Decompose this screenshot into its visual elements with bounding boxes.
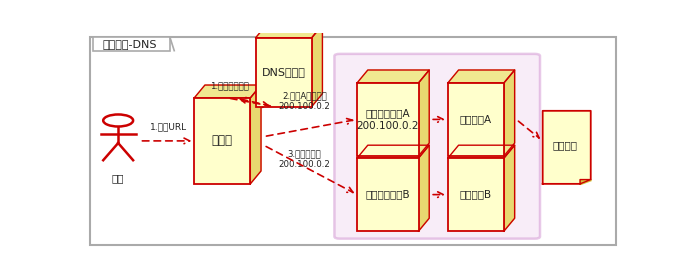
FancyBboxPatch shape bbox=[448, 83, 504, 156]
Polygon shape bbox=[194, 85, 261, 98]
Polygon shape bbox=[504, 145, 515, 231]
Text: 1.请求域名解析: 1.请求域名解析 bbox=[209, 82, 249, 91]
FancyBboxPatch shape bbox=[256, 38, 311, 107]
Text: DNS服务器: DNS服务器 bbox=[262, 67, 306, 77]
Polygon shape bbox=[448, 70, 515, 83]
Polygon shape bbox=[256, 25, 322, 38]
Text: 用户: 用户 bbox=[112, 174, 125, 184]
Text: 1.输入URL: 1.输入URL bbox=[150, 122, 187, 131]
Polygon shape bbox=[418, 145, 429, 231]
Text: 浏览器: 浏览器 bbox=[212, 134, 233, 147]
Text: 负载均衡设备B: 负载均衡设备B bbox=[365, 190, 410, 199]
Polygon shape bbox=[357, 70, 429, 83]
Polygon shape bbox=[250, 85, 261, 184]
Polygon shape bbox=[543, 111, 590, 184]
Polygon shape bbox=[311, 25, 322, 107]
Text: 应用集群B: 应用集群B bbox=[460, 190, 492, 199]
Polygon shape bbox=[580, 180, 590, 184]
Text: 负载均衡-DNS: 负载均衡-DNS bbox=[103, 39, 157, 49]
Polygon shape bbox=[504, 70, 515, 156]
FancyBboxPatch shape bbox=[194, 98, 250, 184]
Text: 应用集群A: 应用集群A bbox=[460, 114, 492, 124]
Text: 负载均衡设备A
200.100.0.2: 负载均衡设备A 200.100.0.2 bbox=[357, 108, 419, 131]
FancyBboxPatch shape bbox=[357, 83, 418, 156]
FancyBboxPatch shape bbox=[448, 158, 504, 231]
FancyBboxPatch shape bbox=[334, 54, 540, 239]
Text: 3.浏览器请求
200.100.0.2: 3.浏览器请求 200.100.0.2 bbox=[278, 149, 330, 169]
FancyBboxPatch shape bbox=[357, 158, 418, 231]
FancyBboxPatch shape bbox=[92, 37, 170, 51]
Polygon shape bbox=[357, 145, 429, 158]
Polygon shape bbox=[418, 70, 429, 156]
Text: 网站机房: 网站机房 bbox=[553, 140, 577, 150]
Text: 2.返回A记录地址
200.100.0.2: 2.返回A记录地址 200.100.0.2 bbox=[278, 91, 330, 111]
Polygon shape bbox=[448, 145, 515, 158]
FancyBboxPatch shape bbox=[90, 37, 616, 245]
